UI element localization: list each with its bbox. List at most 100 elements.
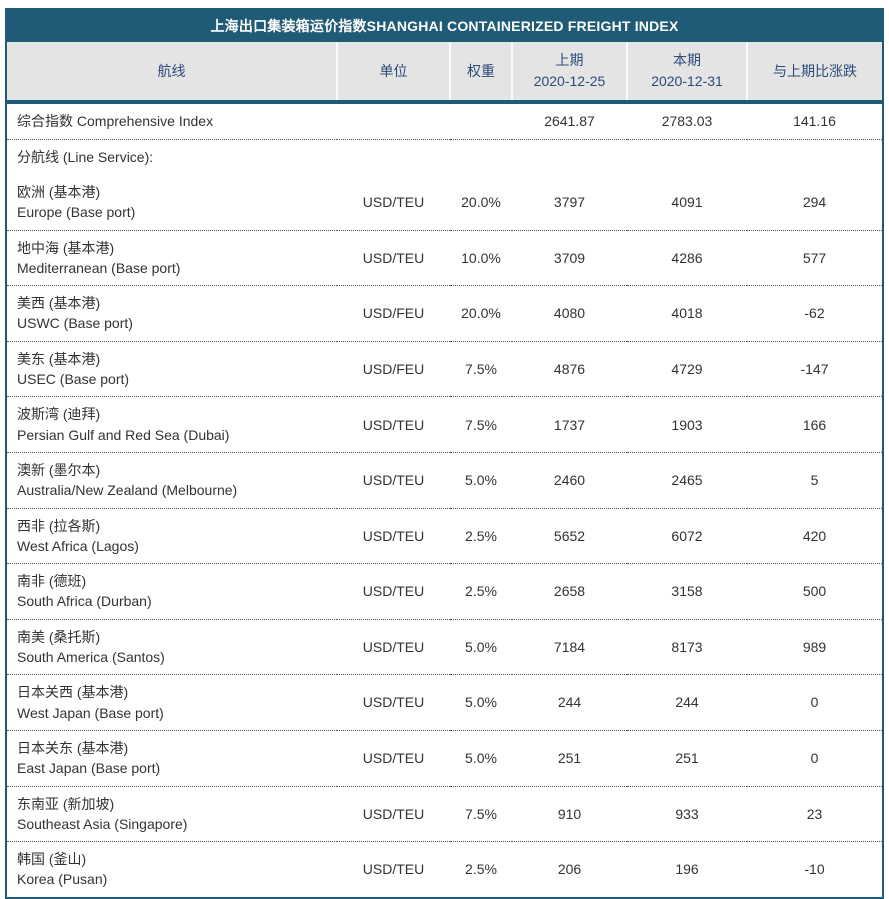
prev-value-cell: 251 [512, 729, 627, 787]
prev-value-cell: 244 [512, 674, 627, 731]
unit-cell: USD/TEU [337, 841, 450, 897]
table-row: 西非 (拉各斯) West Africa (Lagos) USD/TEU 2.5% 56… [7, 507, 882, 564]
route-name-cn: 韩国 (釜山) [17, 851, 87, 868]
col-header-curr-period: 本期 2020-12-31 [626, 42, 747, 104]
col-header-unit-label: 单位 [379, 62, 408, 79]
route-name-en: Southeast Asia (Singapore) [17, 815, 188, 832]
prev-value-cell: 2641.87 [544, 113, 595, 130]
prev-value-cell: 910 [512, 785, 627, 842]
table-row: 波斯湾 (迪拜) Persian Gulf and Red Sea (Dubai)… [7, 396, 882, 453]
curr-value-cell: 3158 [627, 563, 747, 620]
unit-cell: USD/TEU [337, 618, 450, 675]
weight-cell: 7.5% [450, 340, 512, 397]
route-cell: 波斯湾 (迪拜) Persian Gulf and Red Sea (Dubai) [7, 396, 337, 453]
table-body: 综合指数 Comprehensive Index 2641.87 2783.03… [7, 102, 882, 175]
prev-value-cell: 206 [512, 841, 627, 897]
change-value-cell: 0 [747, 674, 882, 731]
weight-cell: 10.0% [450, 229, 512, 286]
weight-cell [450, 102, 512, 140]
route-cell: 韩国 (釜山) Korea (Pusan) [7, 841, 337, 897]
unit-cell [337, 102, 450, 140]
weight-cell: 5.0% [450, 618, 512, 675]
change-value-cell: -62 [747, 285, 882, 342]
weight-cell: 2.5% [450, 563, 512, 620]
prev-value-cell: 4876 [512, 340, 627, 397]
curr-value-cell: 4729 [627, 340, 747, 397]
curr-value-cell: 8173 [627, 618, 747, 675]
weight-cell: 2.5% [450, 507, 512, 564]
weight-cell: 20.0% [450, 285, 512, 342]
table-row: 日本关东 (基本港) East Japan (Base port) USD/TEU 5… [7, 729, 882, 787]
table-row: 澳新 (墨尔本) Australia/New Zealand (Melbourne… [7, 451, 882, 509]
table-row: 韩国 (釜山) Korea (Pusan) USD/TEU 2.5% 206 196 -10 [7, 841, 882, 897]
curr-value-cell: 2465 [627, 451, 747, 509]
unit-cell: USD/TEU [337, 229, 450, 286]
prev-value-cell: 2460 [512, 451, 627, 509]
unit-cell: USD/TEU [337, 785, 450, 842]
unit-cell: USD/TEU [362, 194, 425, 211]
change-value-cell: 577 [747, 229, 882, 286]
route-name-cn: 欧洲 (基本港) [17, 184, 101, 200]
change-value-cell: 166 [747, 396, 882, 453]
prev-value-cell: 3797 [553, 194, 586, 211]
route-name-en: Australia/New Zealand (Melbourne) [17, 482, 238, 499]
route-cell: 地中海 (基本港) Mediterranean (Base port) [7, 229, 337, 286]
table-row: 东南亚 (新加坡) Southeast Asia (Singapore) USD/T… [7, 785, 882, 842]
line-service-section-row: 分航线 (Line Service): [7, 139, 882, 175]
weight-cell: 5.0% [450, 451, 512, 509]
col-header-curr-label: 本期 [673, 52, 701, 68]
route-cell: 综合指数 Comprehensive Index [17, 113, 214, 130]
route-name-en: USWC (Base port) [17, 315, 133, 332]
change-value-cell: 5 [747, 451, 882, 509]
route-name-en: South America (Santos) [17, 649, 165, 666]
prev-value-cell: 5652 [512, 507, 627, 564]
col-header-weight-label: 权重 [467, 62, 495, 79]
route-name-cn: 地中海 (基本港) [17, 239, 115, 256]
curr-value-cell: 6072 [627, 507, 747, 564]
table-row: 欧洲 (基本港) Europe (Base port) USD/TEU 20.0% 37… [7, 175, 882, 230]
route-cell: 美东 (基本港) USEC (Base port) [7, 340, 337, 397]
change-value-cell: -10 [747, 841, 882, 897]
route-cell: 南非 (德班) South Africa (Durban) [7, 563, 337, 620]
table-row: 南非 (德班) South Africa (Durban) USD/TEU 2.5% 2… [7, 563, 882, 620]
unit-cell: USD/TEU [337, 729, 450, 787]
change-value-cell: 294 [802, 194, 827, 211]
change-value-cell: -147 [747, 340, 882, 397]
route-name-en: Europe (Base port) [17, 204, 136, 221]
change-value-cell: 141.16 [793, 113, 836, 130]
col-header-prev-date: 2020-12-25 [533, 73, 606, 89]
route-cell: 西非 (拉各斯) West Africa (Lagos) [7, 507, 337, 564]
scfi-data-table: 航线 单位 权重 上期 2020-12-25 本期 2020-12-31 [7, 42, 882, 897]
unit-cell: USD/FEU [337, 285, 450, 342]
curr-value-cell: 4018 [627, 285, 747, 342]
change-value-cell: 989 [747, 618, 882, 675]
curr-value-cell: 196 [627, 841, 747, 897]
prev-value-cell: 1737 [512, 396, 627, 453]
route-cell: 日本关东 (基本港) East Japan (Base port) [7, 729, 337, 787]
route-cell: 南美 (桑托斯) South America (Santos) [7, 618, 337, 675]
route-name-cn: 日本关西 (基本港) [17, 684, 129, 701]
route-name-cn: 东南亚 (新加坡) [17, 795, 115, 812]
header-row: 航线 单位 权重 上期 2020-12-25 本期 2020-12-31 [7, 42, 882, 104]
service-rows: 欧洲 (基本港) Europe (Base port) USD/TEU 20.0% 37… [7, 175, 882, 897]
freight-index-table: 上海出口集装箱运价指数SHANGHAI CONTAINERIZED FREIGH… [5, 8, 884, 899]
unit-cell: USD/TEU [337, 563, 450, 620]
route-name-en: West Japan (Base port) [17, 704, 164, 721]
prev-value-cell: 2658 [512, 563, 627, 620]
prev-value-cell: 4080 [512, 285, 627, 342]
table-row: 地中海 (基本港) Mediterranean (Base port) USD/TE… [7, 229, 882, 286]
route-name-cn: 澳新 (墨尔本) [17, 461, 101, 478]
route-name-en: Mediterranean (Base port) [17, 259, 181, 276]
route-name-cn: 南美 (桑托斯) [17, 628, 101, 645]
table-row: 南美 (桑托斯) South America (Santos) USD/TEU 5.0… [7, 618, 882, 675]
prev-value-cell: 7184 [512, 618, 627, 675]
route-cell: 欧洲 (基本港) Europe (Base port) [7, 175, 337, 230]
col-header-route: 航线 [7, 42, 337, 104]
route-name-cn: 美西 (基本港) [17, 295, 101, 312]
route-cell: 日本关西 (基本港) West Japan (Base port) [7, 674, 337, 731]
comprehensive-index-row: 综合指数 Comprehensive Index 2641.87 2783.03… [7, 102, 882, 140]
prev-value-cell: 3709 [512, 229, 627, 286]
unit-cell: USD/FEU [337, 340, 450, 397]
col-header-route-label: 航线 [157, 62, 186, 79]
change-value-cell: 23 [747, 785, 882, 842]
